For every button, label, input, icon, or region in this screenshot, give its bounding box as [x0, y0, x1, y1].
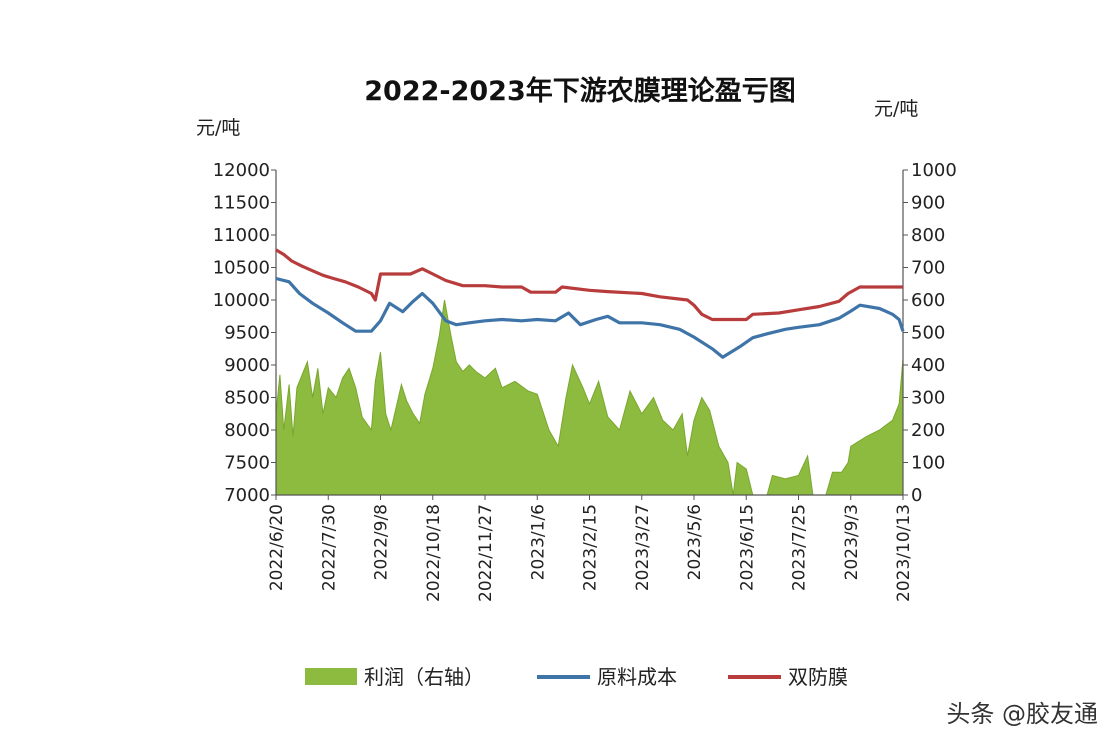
- right-tick-label: 700: [911, 258, 945, 279]
- legend-label-profit: 利润（右轴）: [364, 665, 484, 689]
- x-tick-label: 2022/7/30: [319, 504, 339, 591]
- legend-label-film: 双防膜: [788, 665, 848, 689]
- x-tick-label: 2023/5/6: [685, 504, 705, 580]
- legend: 利润（右轴） 原料成本 双防膜: [305, 665, 848, 689]
- x-tick-label: 2023/7/25: [790, 504, 810, 591]
- right-tick-label: 200: [911, 420, 945, 441]
- legend-swatch-profit: [305, 668, 357, 685]
- left-tick-label: 10500: [213, 258, 270, 279]
- right-tick-label: 800: [911, 225, 945, 246]
- x-tick-label: 2023/1/6: [528, 504, 548, 580]
- left-tick-label: 12000: [213, 160, 270, 181]
- series-line-raw-material-cost: [275, 276, 905, 359]
- x-tick-label: 2023/10/13: [894, 504, 914, 602]
- lines-layer: [275, 248, 905, 359]
- right-axis-unit: 元/吨: [874, 98, 918, 120]
- x-tick-label: 2023/3/27: [633, 504, 653, 591]
- right-tick-label: 1000: [911, 160, 957, 181]
- left-tick-label: 11500: [213, 193, 270, 214]
- left-tick-label: 7000: [224, 485, 270, 506]
- series-line-double-film: [275, 248, 903, 322]
- chart-title: 2022-2023年下游农膜理论盈亏图: [364, 75, 796, 107]
- right-tick-label: 0: [911, 485, 922, 506]
- series-area-profit: [275, 299, 904, 496]
- legend-label-cost: 原料成本: [597, 665, 677, 689]
- x-tick-label: 2022/10/18: [424, 504, 444, 602]
- right-tick-label: 900: [911, 193, 945, 214]
- x-tick-label: 2023/6/15: [737, 504, 757, 591]
- left-tick-label: 7500: [224, 453, 270, 474]
- watermark-text: 头条 @胶友通: [946, 700, 1098, 728]
- x-tick-label: 2023/9/3: [842, 504, 862, 580]
- x-tick-label: 2022/11/27: [476, 504, 496, 602]
- left-tick-label: 8000: [224, 420, 270, 441]
- x-tick-label: 2022/6/20: [267, 504, 287, 591]
- right-tick-label: 500: [911, 323, 945, 344]
- left-tick-label: 9000: [224, 355, 270, 376]
- x-tick-label: 2023/2/15: [581, 504, 601, 591]
- right-tick-label: 100: [911, 453, 945, 474]
- profit-area-layer: [275, 299, 904, 496]
- right-tick-label: 600: [911, 290, 945, 311]
- left-tick-label: 9500: [224, 323, 270, 344]
- x-tick-label: 2022/9/8: [372, 504, 392, 580]
- left-tick-label: 10000: [213, 290, 270, 311]
- tick-labels-layer: 1200011500110001050010000950090008500800…: [213, 160, 957, 602]
- right-tick-label: 300: [911, 388, 945, 409]
- left-tick-label: 8500: [224, 388, 270, 409]
- right-tick-label: 400: [911, 355, 945, 376]
- left-tick-label: 11000: [213, 225, 270, 246]
- left-axis-unit: 元/吨: [196, 117, 240, 139]
